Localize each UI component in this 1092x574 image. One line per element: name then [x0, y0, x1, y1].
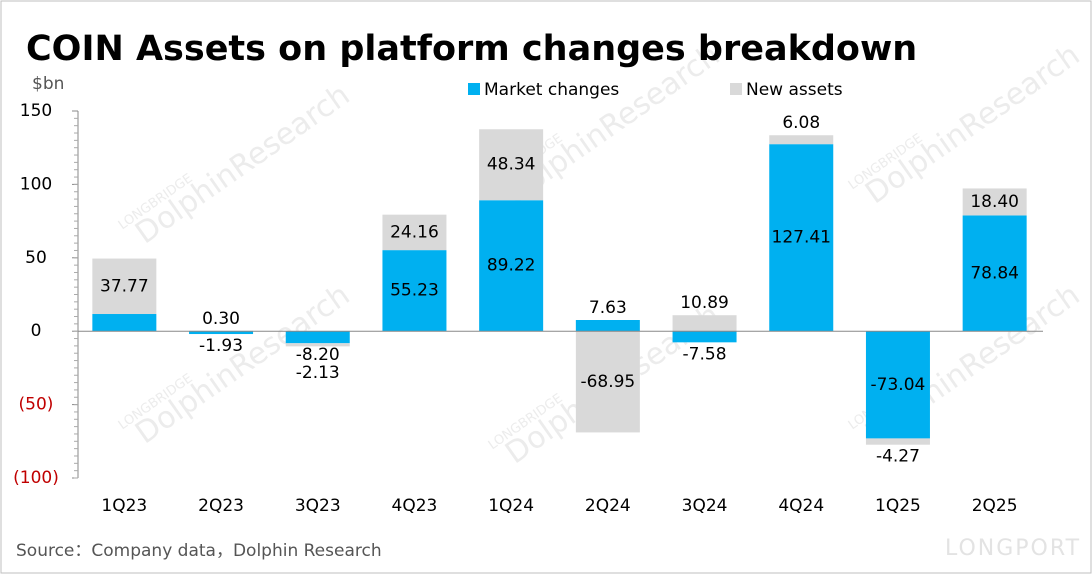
chart-title: COIN Assets on platform changes breakdow… — [26, 29, 917, 69]
data-label: -4.27 — [876, 447, 920, 467]
bar — [92, 258, 157, 315]
data-label: 24.16 — [390, 222, 439, 242]
data-label: 127.41 — [772, 228, 831, 248]
y-tick-label: (100) — [13, 468, 59, 488]
data-label: 18.40 — [970, 192, 1019, 212]
y-tick-label: (50) — [19, 395, 54, 415]
data-label: 89.22 — [487, 256, 536, 276]
source: Source：Company data，Dolphin Research — [16, 541, 382, 561]
bar — [479, 200, 544, 332]
data-label: 0.30 — [202, 309, 240, 329]
bar — [382, 214, 447, 251]
data-label: -7.58 — [683, 344, 727, 364]
bar — [92, 314, 157, 332]
y-tick-label: 100 — [20, 174, 52, 194]
data-label: -8.20 — [296, 345, 340, 365]
x-tick-label: 1Q23 — [101, 496, 147, 516]
x-tick-label: 2Q23 — [198, 496, 244, 516]
bar — [672, 331, 737, 343]
bar — [189, 331, 254, 335]
y-unit: $bn — [32, 74, 64, 94]
x-tick-label: 1Q25 — [875, 496, 921, 516]
bar — [382, 250, 447, 332]
data-label: 78.84 — [970, 263, 1019, 283]
bar — [285, 343, 350, 347]
data-label: 10.89 — [680, 293, 729, 313]
bar — [769, 144, 834, 332]
data-label: -1.93 — [199, 336, 243, 356]
logo: LONGPORT — [945, 536, 1081, 561]
y-tick-label: 150 — [20, 101, 52, 121]
bar — [285, 331, 350, 344]
bar — [962, 188, 1027, 216]
bar — [479, 129, 544, 201]
bar — [575, 319, 640, 332]
legend-label: Market changes — [484, 80, 619, 100]
data-label: 55.23 — [390, 281, 439, 301]
legend-swatch — [730, 83, 742, 95]
legend-label: New assets — [746, 80, 843, 100]
data-label: 7.63 — [589, 298, 627, 318]
data-label: 48.34 — [487, 155, 536, 175]
legend-swatch — [468, 83, 480, 95]
bar — [962, 215, 1027, 332]
bar — [865, 438, 930, 445]
x-tick-label: 1Q24 — [488, 496, 534, 516]
data-label: -68.95 — [580, 372, 635, 392]
x-tick-label: 2Q25 — [972, 496, 1018, 516]
x-tick-label: 2Q24 — [585, 496, 631, 516]
data-label: -2.13 — [296, 363, 340, 383]
x-tick-label: 4Q24 — [778, 496, 824, 516]
x-tick-label: 3Q23 — [295, 496, 341, 516]
data-label: -73.04 — [871, 375, 926, 395]
bar — [672, 315, 737, 332]
x-tick-label: 4Q23 — [392, 496, 438, 516]
bar — [769, 135, 834, 145]
data-label: 37.77 — [100, 276, 149, 296]
x-tick-label: 3Q24 — [682, 496, 728, 516]
bar — [865, 331, 930, 439]
data-label: 6.08 — [782, 113, 820, 133]
bar — [575, 331, 640, 433]
y-tick-label: 0 — [31, 321, 42, 341]
y-tick-label: 50 — [25, 248, 47, 268]
